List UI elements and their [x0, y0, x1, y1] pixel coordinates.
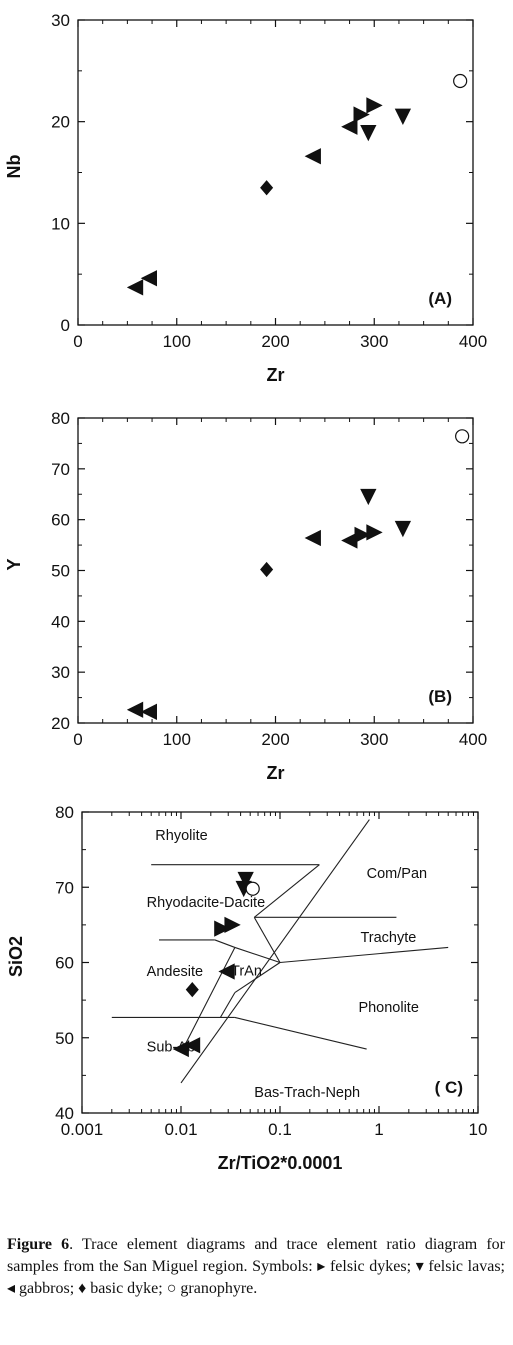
x-tick-label: 0.01	[164, 1120, 197, 1139]
data-point-felsic-lava	[360, 488, 377, 506]
data-point-granophyre	[245, 881, 260, 896]
figure-6-charts: 0 100 200 300 400 0 10 20 30 Zr Nb (A) 0 100 200 300 40…	[4, 11, 487, 1173]
data-point-felsic-dyke	[353, 106, 370, 123]
data-point-felsic-lava	[237, 871, 254, 889]
figure-caption: Figure 6. Trace element diagrams and tra…	[7, 1234, 505, 1300]
data-point-felsic-lava	[394, 108, 412, 125]
field-label: Com/Pan	[367, 866, 427, 882]
field-boundary-line	[234, 1016, 367, 1050]
data-point-basic-dyke	[260, 180, 274, 196]
y-tick-label: 70	[51, 460, 70, 479]
y-axis-label: Nb	[4, 155, 24, 179]
y-tick-label: 70	[55, 878, 74, 897]
panel-label: (A)	[428, 289, 452, 308]
field-boundary-line	[219, 992, 236, 1018]
x-tick-label: 300	[360, 332, 388, 351]
x-axis-label: Zr	[267, 365, 285, 385]
x-tick-label: 100	[163, 332, 191, 351]
y-tick-label: 80	[51, 409, 70, 428]
field-label: Trachyte	[360, 930, 416, 946]
chart-b-y-vs-zr: 0 100 200 300 400 20 30 40 50 60 70 80 Zr Y (B)	[4, 409, 487, 783]
x-tick-label: 0.1	[268, 1120, 292, 1139]
x-tick-label: 300	[360, 730, 388, 749]
y-tick-label: 50	[55, 1029, 74, 1048]
data-point-gabbro	[218, 963, 235, 980]
x-tick-label: 400	[459, 730, 487, 749]
data-point-felsic-dyke	[366, 524, 383, 541]
data-point-felsic-lava	[360, 124, 377, 142]
x-tick-label: 10	[469, 1120, 488, 1139]
y-tick-label: 30	[51, 11, 70, 30]
data-point-basic-dyke	[185, 981, 199, 998]
x-axis-label: Zr/TiO2*0.0001	[218, 1153, 343, 1173]
field-label: Rhyolite	[155, 828, 207, 844]
field-boundary-line	[253, 864, 320, 918]
y-tick-label: 20	[51, 714, 70, 733]
field-label: Andesite	[147, 964, 203, 980]
y-tick-label: 20	[51, 113, 70, 132]
field-label: TrAn	[231, 963, 262, 979]
x-tick-label: 0	[73, 332, 82, 351]
y-tick-label: 30	[51, 663, 70, 682]
panel-label: (B)	[428, 687, 452, 706]
y-axis-label: SiO2	[6, 936, 26, 977]
x-tick-label: 0	[73, 730, 82, 749]
plot-frame	[77, 19, 474, 326]
panel-label: ( C)	[435, 1078, 463, 1097]
data-point-gabbro	[341, 118, 358, 135]
x-tick-label: 0.001	[61, 1120, 104, 1139]
field-label: Rhyodacite-Dacite	[147, 895, 265, 911]
y-tick-label: 40	[55, 1104, 74, 1123]
field-boundary-line	[180, 819, 370, 1084]
field-boundary-line	[234, 946, 281, 964]
data-point-basic-dyke	[260, 561, 274, 578]
field-label: Bas-Trach-Neph	[254, 1085, 360, 1101]
x-tick-label: 1	[374, 1120, 383, 1139]
data-point-gabbro	[126, 279, 144, 296]
chart-a-nb-vs-zr: 0 100 200 300 400 0 10 20 30 Zr Nb (A)	[4, 11, 487, 385]
y-tick-label: 0	[61, 316, 70, 335]
field-boundary-line	[214, 939, 236, 948]
x-axis-label: Zr	[267, 763, 285, 783]
field-boundary-line	[279, 946, 449, 964]
y-tick-label: 40	[51, 612, 70, 631]
y-tick-label: 60	[55, 954, 74, 973]
data-point-felsic-lava	[394, 520, 412, 538]
field-label: Phonolite	[358, 1000, 418, 1016]
data-point-granophyre	[453, 73, 468, 89]
data-point-felsic-dyke	[224, 916, 241, 934]
data-point-felsic-dyke	[214, 920, 231, 937]
x-tick-label: 100	[163, 730, 191, 749]
data-point-felsic-dyke	[366, 97, 383, 114]
data-point-felsic-dyke	[354, 526, 371, 544]
y-tick-label: 60	[51, 511, 70, 530]
data-point-gabbro	[140, 703, 157, 720]
y-tick-label: 80	[55, 803, 74, 822]
y-tick-label: 50	[51, 562, 70, 581]
y-axis-label: Y	[4, 558, 24, 570]
field-boundary-line	[234, 962, 281, 994]
data-point-gabbro	[304, 529, 321, 547]
data-point-granophyre	[455, 429, 470, 444]
plot-frame	[77, 417, 474, 724]
data-point-gabbro	[304, 148, 321, 165]
x-tick-label: 400	[459, 332, 487, 351]
y-tick-label: 10	[51, 214, 70, 233]
figure-caption-label: Figure 6	[7, 1236, 70, 1253]
x-tick-label: 200	[261, 730, 289, 749]
field-boundary-line	[253, 917, 281, 963]
data-point-gabbro	[183, 1037, 201, 1054]
x-tick-label: 200	[261, 332, 289, 351]
data-point-gabbro	[140, 270, 157, 287]
chart-c-sio2-vs-zr-tio2: 0.001 0.01 0.1 1 10 40 50 60 70 80 Zr/TiO2*0.0001 S…	[6, 803, 487, 1173]
data-point-gabbro	[126, 701, 144, 718]
figure-caption-text: . Trace element diagrams and trace eleme…	[7, 1236, 506, 1297]
field-boundary-line	[180, 947, 236, 1054]
